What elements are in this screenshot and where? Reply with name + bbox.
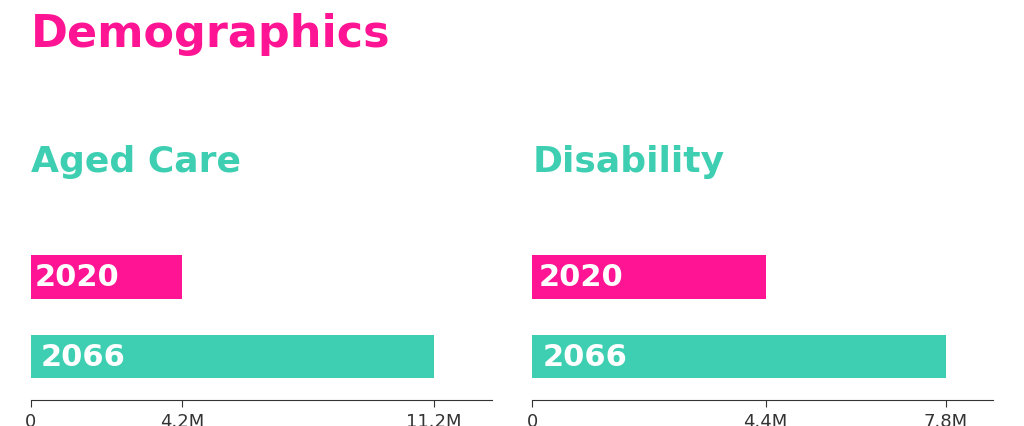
Text: 2066: 2066	[543, 342, 628, 371]
Text: Demographics: Demographics	[31, 13, 390, 56]
Bar	[532, 335, 945, 379]
Text: 2066: 2066	[41, 342, 126, 371]
Text: Disability: Disability	[532, 145, 725, 179]
Text: 2020: 2020	[539, 263, 623, 292]
Bar	[31, 335, 434, 379]
Bar	[31, 255, 182, 299]
Text: 2020: 2020	[35, 263, 119, 292]
Text: Aged Care: Aged Care	[31, 145, 241, 179]
Bar	[532, 255, 766, 299]
